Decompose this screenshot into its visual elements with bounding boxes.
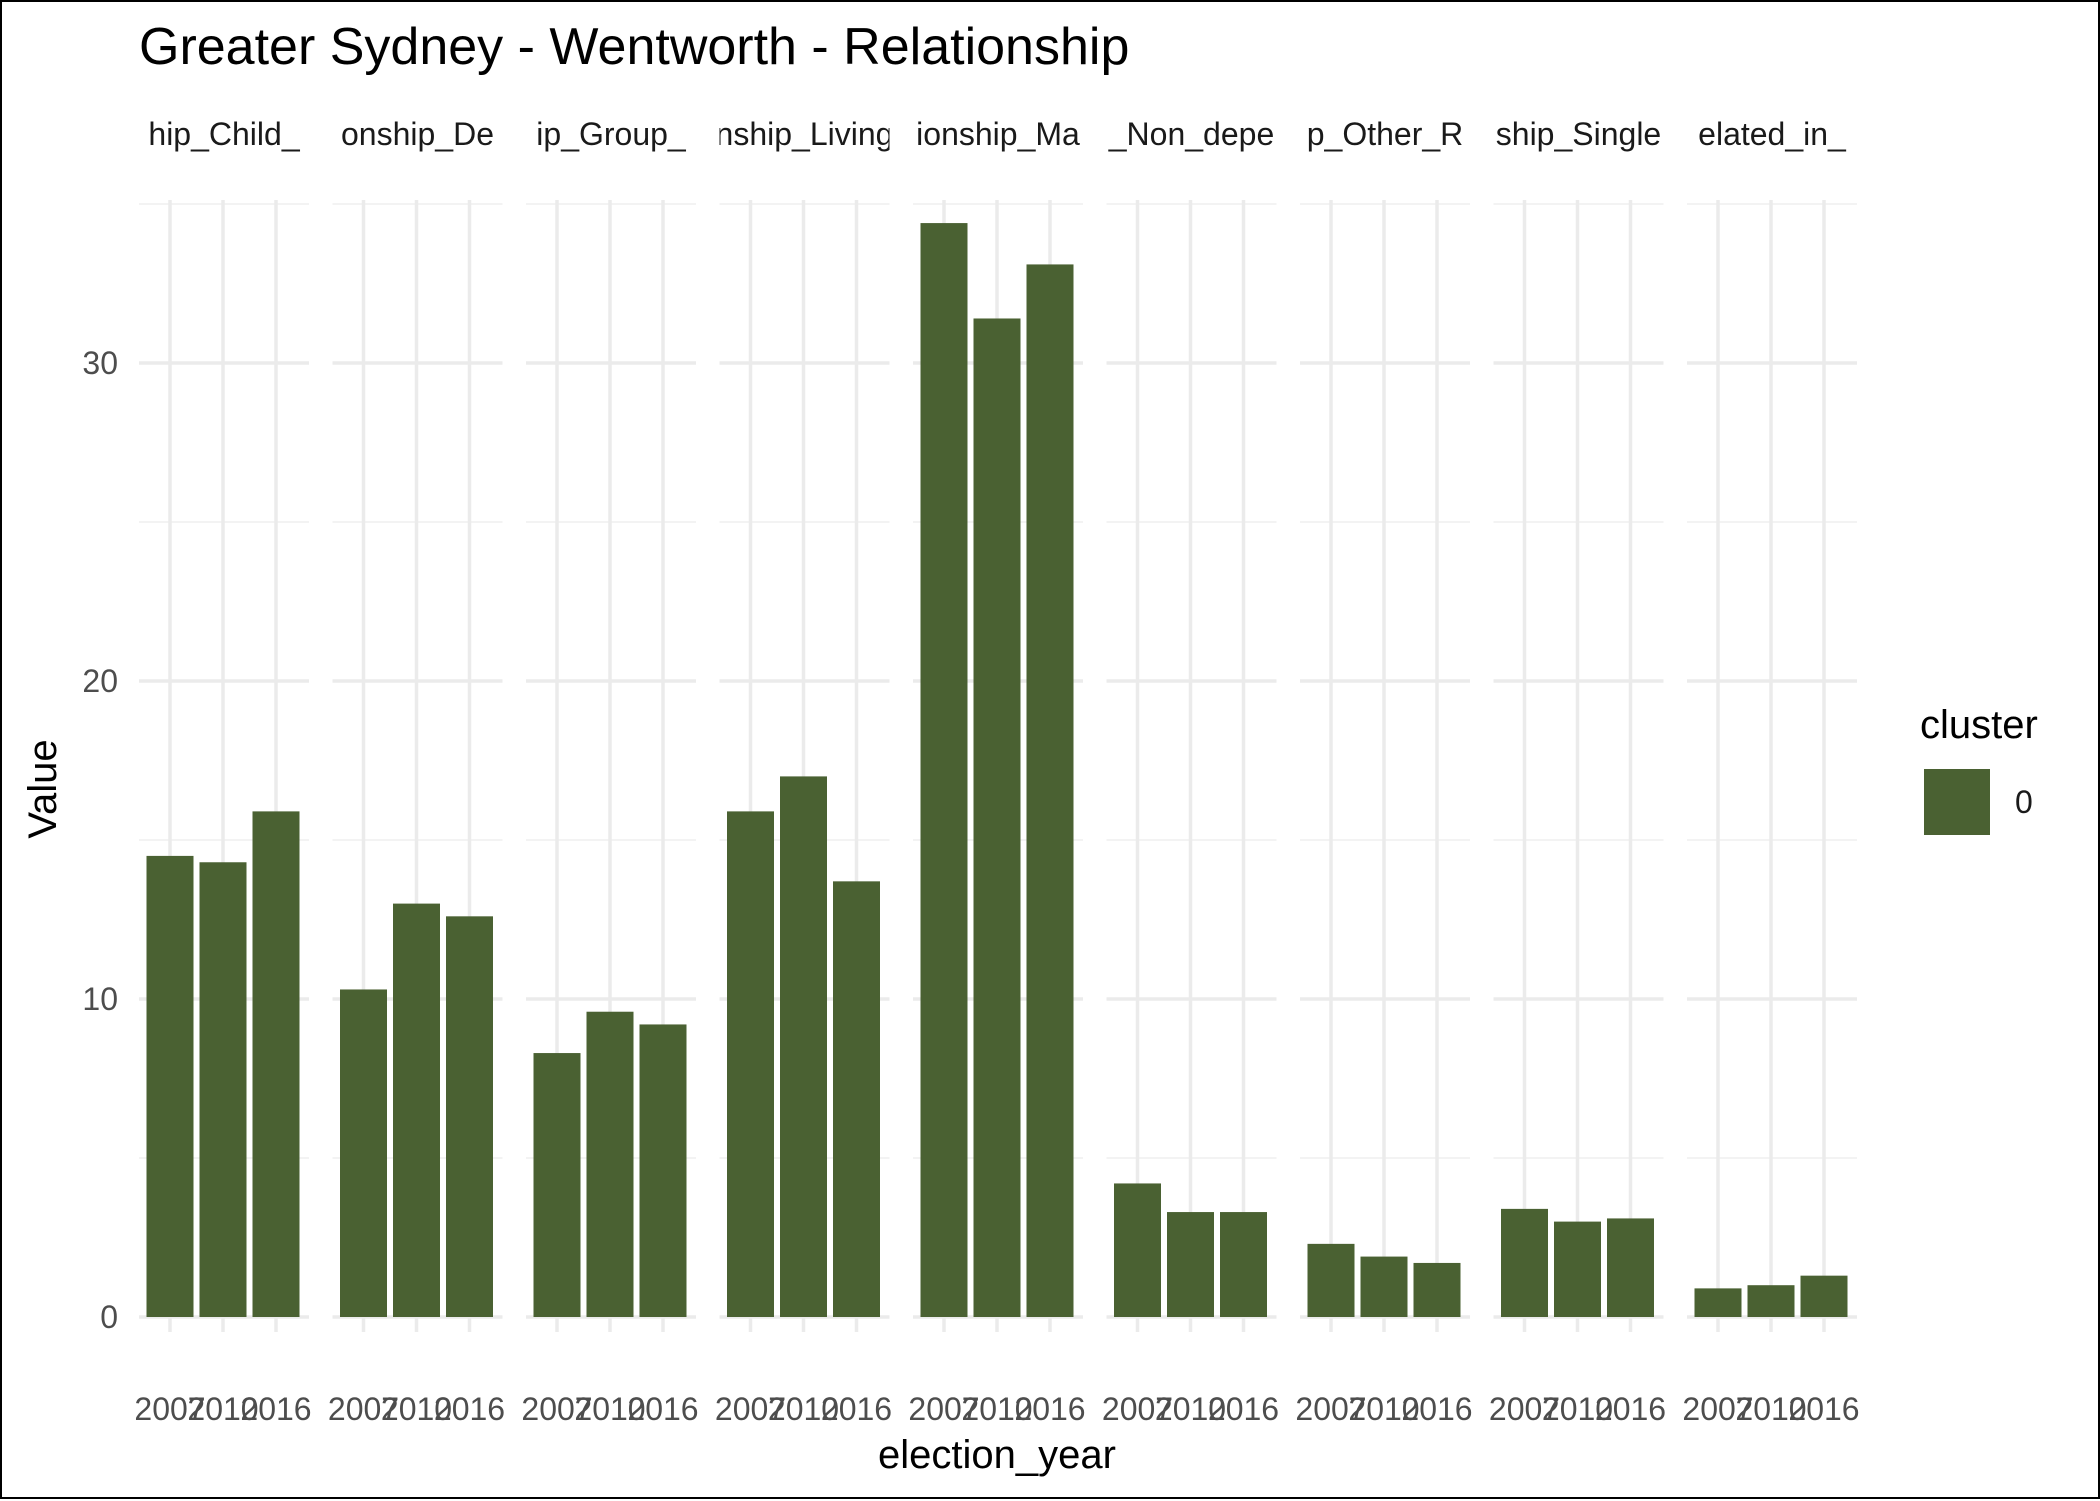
- bar: [833, 881, 880, 1317]
- x-tick-label: 2016: [821, 1391, 892, 1427]
- x-tick-label: 2007: [1102, 1391, 1173, 1427]
- bar: [920, 223, 968, 1318]
- bar: [973, 318, 1021, 1318]
- legend-label: 0: [2015, 784, 2033, 820]
- x-tick-label: 2010: [574, 1391, 645, 1427]
- x-tick-label: 2007: [1682, 1391, 1753, 1427]
- bar: [446, 916, 493, 1317]
- bar: [1747, 1285, 1795, 1317]
- x-tick-label: 2016: [434, 1391, 505, 1427]
- bar: [1114, 1183, 1161, 1317]
- x-tick-label: 2007: [1489, 1391, 1560, 1427]
- bar: [252, 811, 300, 1317]
- x-tick-label: 2016: [1208, 1391, 1279, 1427]
- bar: [1554, 1221, 1601, 1317]
- x-tick-label: 2010: [1348, 1391, 1419, 1427]
- bar: [1220, 1212, 1267, 1317]
- bar: [780, 776, 827, 1317]
- y-tick-label: 30: [82, 345, 118, 381]
- facet-strip-label: onship_De: [341, 116, 494, 152]
- x-tick-label: 2010: [1155, 1391, 1226, 1427]
- facet-strip-label: nship_Living: [716, 116, 894, 152]
- x-tick-label: 2010: [1735, 1391, 1806, 1427]
- x-tick-label: 2016: [1014, 1391, 1085, 1427]
- x-tick-label: 2010: [381, 1391, 452, 1427]
- bar: [586, 1011, 634, 1317]
- facet-strip-label: elated_in_: [1698, 116, 1847, 152]
- legend-key: [1924, 769, 1990, 835]
- legend: cluster 0: [1920, 703, 2038, 835]
- bar: [1694, 1288, 1742, 1317]
- x-tick-label: 2010: [961, 1391, 1032, 1427]
- x-tick-label: 2007: [521, 1391, 592, 1427]
- y-tick-label: 10: [82, 981, 118, 1017]
- y-axis-ticks: 0 10 20 30: [82, 345, 118, 1335]
- facet-strip-label: ionship_Ma: [916, 116, 1080, 152]
- facet-strip-label: hip_Child_: [148, 116, 300, 152]
- bar: [1800, 1275, 1848, 1317]
- x-tick-label: 2007: [328, 1391, 399, 1427]
- bar: [1607, 1218, 1654, 1317]
- bar: [1307, 1243, 1355, 1317]
- x-tick-label: 2007: [134, 1391, 205, 1427]
- bar: [340, 989, 387, 1317]
- x-tick-label: 2007: [908, 1391, 979, 1427]
- bar: [1026, 264, 1074, 1317]
- x-tick-label: 2016: [1788, 1391, 1859, 1427]
- x-tick-label: 2007: [1295, 1391, 1366, 1427]
- bar: [639, 1024, 687, 1317]
- facet-strip-label: p_Other_R: [1307, 116, 1464, 152]
- facet-strips: hip_Child_ onship_De ip_Group_ nship_Living…: [148, 116, 1847, 152]
- bar: [1167, 1212, 1214, 1317]
- bar: [146, 855, 194, 1317]
- y-axis-title: Value: [21, 739, 65, 838]
- y-tick-label: 20: [82, 663, 118, 699]
- bar: [1413, 1262, 1461, 1317]
- x-axis-title: election_year: [878, 1433, 1116, 1477]
- x-tick-label: 2010: [768, 1391, 839, 1427]
- bar: [1360, 1256, 1408, 1317]
- x-tick-label: 2016: [240, 1391, 311, 1427]
- y-tick-label: 0: [100, 1299, 118, 1335]
- bar: [1501, 1208, 1548, 1317]
- x-tick-label: 2016: [627, 1391, 698, 1427]
- x-tick-label: 2016: [1401, 1391, 1472, 1427]
- x-tick-label: 2007: [715, 1391, 786, 1427]
- chart-title: Greater Sydney - Wentworth - Relationshi…: [139, 18, 1129, 76]
- x-tick-label: 2010: [187, 1391, 258, 1427]
- bar: [533, 1053, 581, 1317]
- legend-title: cluster: [1920, 703, 2038, 747]
- bar: [393, 903, 440, 1317]
- facet-strip-label: _Non_depe: [1108, 116, 1274, 152]
- facet-strip-label: ip_Group_: [536, 116, 687, 152]
- x-tick-label: 2016: [1595, 1391, 1666, 1427]
- bar: [727, 811, 774, 1317]
- bar: [199, 862, 247, 1317]
- facet-strip-label: ship_Single: [1496, 116, 1661, 152]
- x-tick-label: 2010: [1542, 1391, 1613, 1427]
- bars: [146, 223, 1848, 1318]
